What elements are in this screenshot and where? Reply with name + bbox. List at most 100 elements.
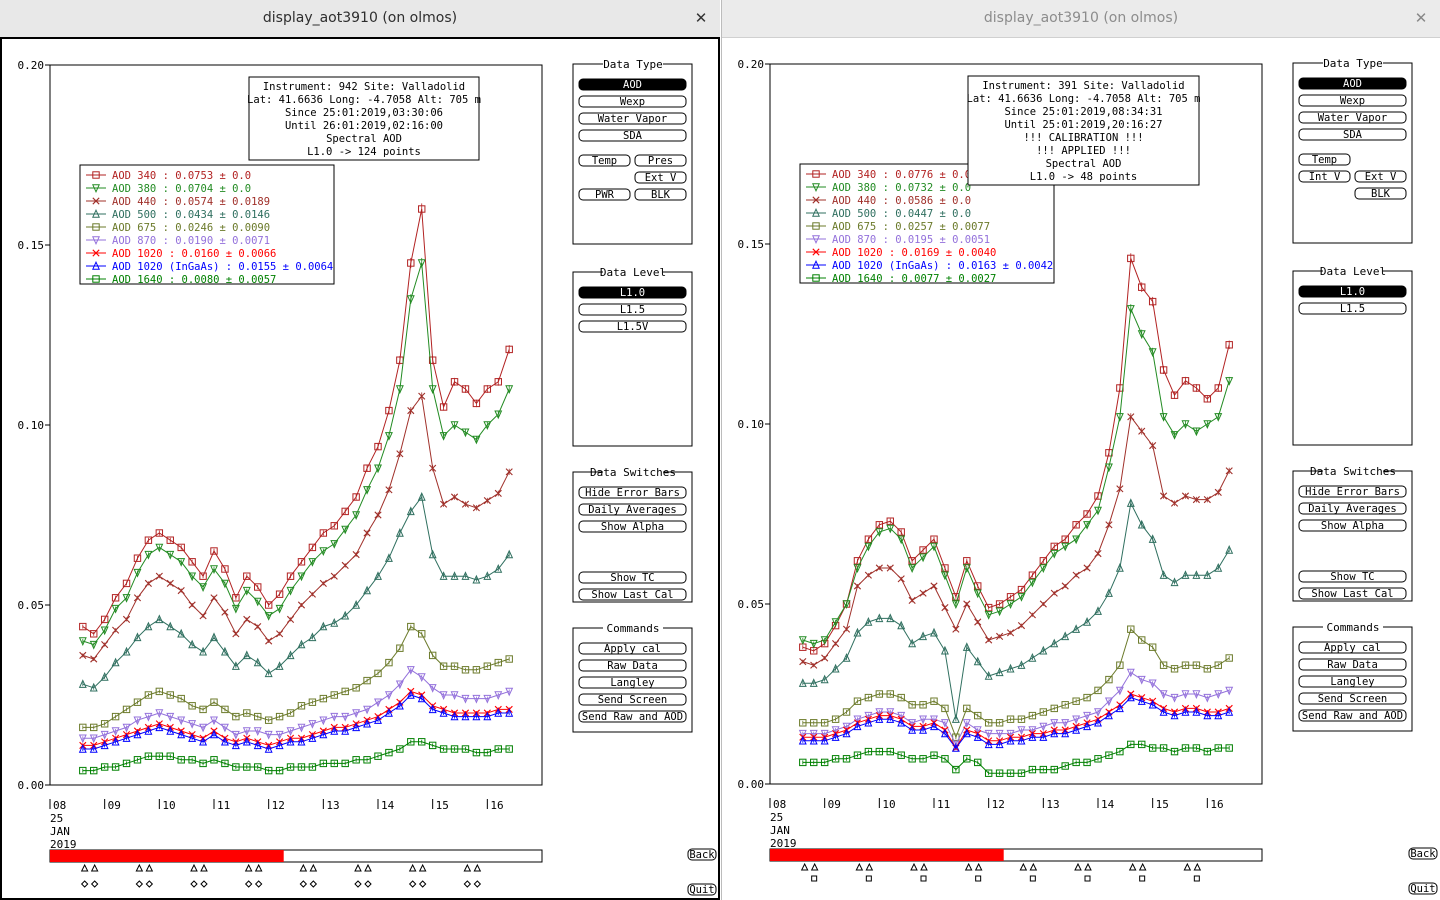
switch-button[interactable]: Show Last Cal <box>578 588 687 601</box>
data-type-button-label[interactable]: Temp <box>1312 154 1337 166</box>
command-button-bg[interactable] <box>578 676 687 689</box>
command-button-bg[interactable] <box>578 710 687 723</box>
data-level-button-bg[interactable] <box>578 320 687 333</box>
command-button[interactable]: Send Screen <box>578 693 687 706</box>
close-icon[interactable]: ✕ <box>1414 9 1428 27</box>
data-type-button-label[interactable]: Ext V <box>1365 171 1397 183</box>
switch-button-label[interactable]: Show TC <box>610 572 654 584</box>
data-type-button[interactable]: SDA <box>578 129 687 142</box>
data-type-button-bg[interactable] <box>1298 77 1407 90</box>
switch-button-label[interactable]: Show Alpha <box>601 521 664 533</box>
data-type-button-bg[interactable] <box>634 188 687 201</box>
data-type-button[interactable]: Temp <box>578 154 631 167</box>
data-type-button-label[interactable]: Water Vapor <box>1318 112 1388 124</box>
back-button-label[interactable]: Back <box>1410 848 1436 860</box>
data-type-button[interactable]: Int V <box>1298 170 1351 183</box>
switch-button-bg[interactable] <box>578 503 687 516</box>
data-type-button-label[interactable]: Water Vapor <box>598 113 668 125</box>
quit-button-bg[interactable] <box>1408 882 1438 895</box>
data-type-button-bg[interactable] <box>634 171 687 184</box>
switch-button-bg[interactable] <box>1298 502 1407 515</box>
command-button[interactable]: Apply cal <box>578 642 687 655</box>
data-type-button[interactable]: Pres <box>634 154 687 167</box>
command-button-label[interactable]: Send Screen <box>598 694 668 706</box>
quit-button[interactable]: Quit <box>687 883 717 896</box>
switch-button-bg[interactable] <box>1298 519 1407 532</box>
data-type-button[interactable]: BLK <box>1354 187 1407 200</box>
data-type-button-label[interactable]: SDA <box>623 130 643 142</box>
quit-button[interactable]: Quit <box>1408 882 1438 895</box>
data-type-button[interactable]: BLK <box>634 188 687 201</box>
switch-button-bg[interactable] <box>578 571 687 584</box>
data-type-button-bg[interactable] <box>578 112 687 125</box>
command-button[interactable]: Langley <box>578 676 687 689</box>
command-button-label[interactable]: Send Raw and AOD <box>1302 710 1403 722</box>
data-type-button[interactable]: Wexp <box>578 95 687 108</box>
data-level-button-bg[interactable] <box>578 303 687 316</box>
switch-button[interactable]: Show TC <box>1298 570 1407 583</box>
data-type-button-bg[interactable] <box>634 154 687 167</box>
data-type-button-label[interactable]: Temp <box>592 155 617 167</box>
switch-button[interactable]: Hide Error Bars <box>578 486 687 499</box>
data-level-button-label[interactable]: L1.5V <box>617 321 649 333</box>
switch-button-label[interactable]: Hide Error Bars <box>585 487 680 499</box>
data-type-button-label[interactable]: BLK <box>1371 188 1391 200</box>
switch-button[interactable]: Hide Error Bars <box>1298 485 1407 498</box>
title-bar[interactable]: display_aot3910 (on olmos) ✕ <box>722 0 1440 38</box>
back-button-label[interactable]: Back <box>689 849 715 861</box>
data-type-button-label[interactable]: Pres <box>648 155 673 167</box>
data-type-button-bg[interactable] <box>578 95 687 108</box>
command-button-bg[interactable] <box>578 642 687 655</box>
switch-button-label[interactable]: Show Last Cal <box>1311 588 1393 600</box>
data-type-button[interactable]: Ext V <box>634 171 687 184</box>
switch-button-label[interactable]: Daily Averages <box>1308 503 1397 515</box>
data-type-button[interactable]: Water Vapor <box>1298 111 1407 124</box>
command-button-label[interactable]: Apply cal <box>1324 642 1381 654</box>
data-type-button[interactable]: AOD <box>578 78 687 91</box>
command-button[interactable]: Send Screen <box>1298 692 1407 705</box>
data-type-button-bg[interactable] <box>578 188 631 201</box>
command-button-bg[interactable] <box>1298 658 1407 671</box>
switch-button[interactable]: Show Alpha <box>578 520 687 533</box>
switch-button[interactable]: Daily Averages <box>578 503 687 516</box>
command-button[interactable]: Apply cal <box>1298 641 1407 654</box>
data-level-button[interactable]: L1.0 <box>1298 285 1407 298</box>
data-level-button[interactable]: L1.0 <box>578 286 687 299</box>
switch-button[interactable]: Show TC <box>578 571 687 584</box>
switch-button-label[interactable]: Show TC <box>1330 571 1374 583</box>
data-type-button-bg[interactable] <box>1298 111 1407 124</box>
command-button-label[interactable]: Langley <box>610 677 654 689</box>
command-button-label[interactable]: Raw Data <box>607 660 658 672</box>
command-button[interactable]: Raw Data <box>1298 658 1407 671</box>
quit-button-label[interactable]: Quit <box>689 884 714 896</box>
data-type-button-label[interactable]: Wexp <box>620 96 645 108</box>
command-button-bg[interactable] <box>1298 675 1407 688</box>
data-level-button-label[interactable]: L1.0 <box>1340 286 1365 298</box>
data-type-button[interactable]: PWR <box>578 188 631 201</box>
command-button-label[interactable]: Send Raw and AOD <box>582 711 683 723</box>
data-level-button-label[interactable]: L1.5 <box>620 304 645 316</box>
command-button[interactable]: Raw Data <box>578 659 687 672</box>
command-button-bg[interactable] <box>578 659 687 672</box>
title-bar[interactable]: display_aot3910 (on olmos) ✕ <box>0 0 720 38</box>
data-type-button-bg[interactable] <box>1298 128 1407 141</box>
command-button-bg[interactable] <box>1298 641 1407 654</box>
switch-button-bg[interactable] <box>578 588 687 601</box>
data-level-button[interactable]: L1.5V <box>578 320 687 333</box>
close-icon[interactable]: ✕ <box>694 9 708 27</box>
data-level-button-label[interactable]: L1.5 <box>1340 303 1365 315</box>
switch-button[interactable]: Daily Averages <box>1298 502 1407 515</box>
data-level-button[interactable]: L1.5 <box>1298 302 1407 315</box>
data-type-button-bg[interactable] <box>1298 170 1351 183</box>
data-level-button-label[interactable]: L1.0 <box>620 287 645 299</box>
data-level-button-bg[interactable] <box>1298 302 1407 315</box>
command-button[interactable]: Send Raw and AOD <box>578 710 687 723</box>
data-type-button-bg[interactable] <box>578 78 687 91</box>
switch-button-label[interactable]: Daily Averages <box>588 504 677 516</box>
data-type-button-bg[interactable] <box>578 129 687 142</box>
switch-button[interactable]: Show Last Cal <box>1298 587 1407 600</box>
switch-button-bg[interactable] <box>578 520 687 533</box>
switch-button-label[interactable]: Show Alpha <box>1321 520 1384 532</box>
data-type-button[interactable]: Ext V <box>1354 170 1407 183</box>
switch-button-label[interactable]: Show Last Cal <box>591 589 673 601</box>
